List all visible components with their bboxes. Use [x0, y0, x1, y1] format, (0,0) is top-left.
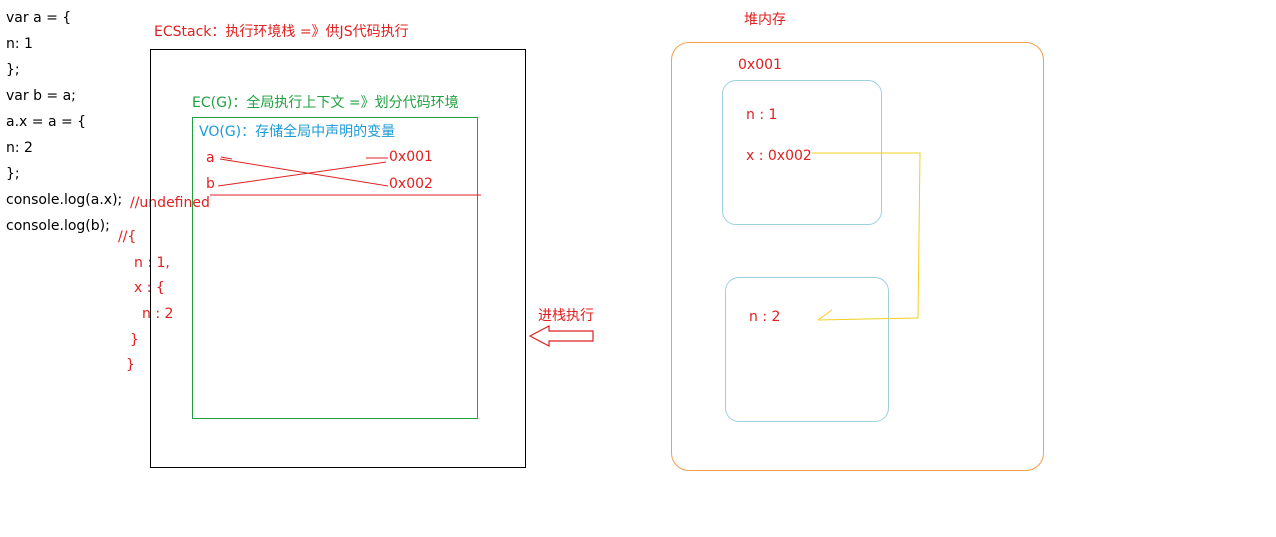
ecg-box [192, 117, 478, 419]
pointer-a-mark [220, 156, 233, 160]
obj1-prop-n: n : 1 [746, 107, 778, 123]
code-line: console.log(a.x); [6, 192, 123, 208]
heap-reference-arrowhead [817, 309, 833, 321]
result-b-line: } [126, 357, 135, 373]
code-line: n: 1 [6, 36, 33, 52]
pointer-b-to-0x001 [217, 161, 387, 187]
result-b-line: n : 2 [142, 306, 174, 322]
result-ax-comment: //undefined [130, 195, 210, 211]
heap-box [671, 42, 1044, 471]
code-line: var b = a; [6, 88, 76, 104]
obj1-address: 0x001 [738, 57, 782, 73]
ecstack-box [150, 49, 526, 468]
var-b-name: b [206, 176, 215, 192]
code-line: n: 2 [6, 140, 33, 156]
ecstack-title: ECStack：执行环境栈 =》供JS代码执行 [154, 24, 409, 40]
push-label: 进栈执行 [538, 308, 594, 324]
heap-reference-arrow [812, 152, 921, 321]
code-line: a.x = a = { [6, 114, 87, 130]
code-line: console.log(b); [6, 218, 110, 234]
heap-title: 堆内存 [744, 12, 786, 28]
push-arrow-icon [528, 325, 594, 347]
pointer-a-to-0x002 [219, 158, 389, 187]
result-b-line: } [130, 332, 139, 348]
var-a-name: a [206, 150, 215, 166]
var-b-value: 0x002 [389, 176, 433, 192]
code-line: }; [6, 62, 20, 78]
var-a-value: 0x001 [389, 149, 433, 165]
code-line: }; [6, 166, 20, 182]
obj1-prop-x: x : 0x002 [746, 148, 812, 164]
obj2-prop-n: n : 2 [749, 309, 781, 325]
ecg-title: EC(G)：全局执行上下文 =》划分代码环境 [192, 95, 459, 111]
result-b-line: x : { [134, 280, 165, 296]
code-line: var a = { [6, 10, 72, 26]
result-b-line: n : 1, [134, 255, 170, 271]
result-b-line: //{ [118, 229, 137, 245]
vog-title: VO(G)：存储全局中声明的变量 [199, 124, 396, 140]
obj2-box [725, 277, 889, 422]
